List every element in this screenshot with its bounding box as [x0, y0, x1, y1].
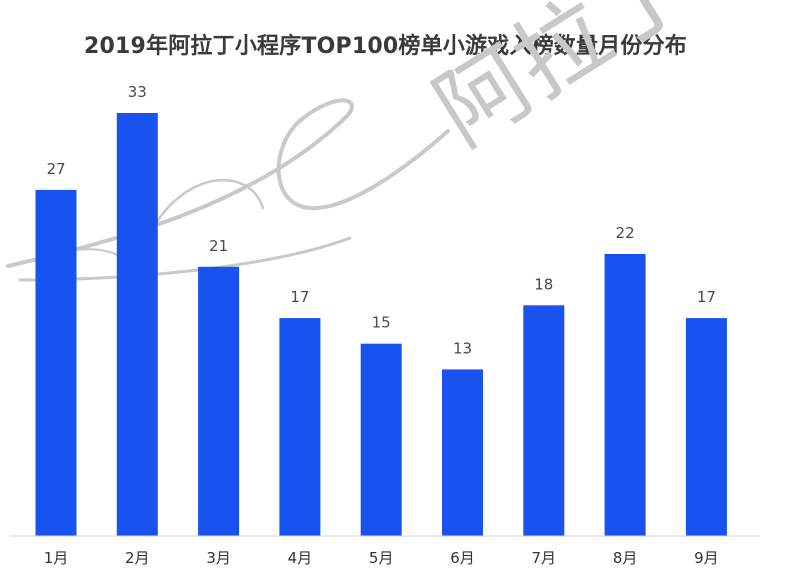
value-label-5: 15 [372, 314, 391, 332]
x-tick-label-8: 8月 [613, 549, 638, 567]
value-label-1: 27 [46, 160, 65, 178]
bars-layer: 27 1月 33 2月 21 3月 17 4月 15 5月 13 6月 18 7月 22 8月 17 9月 [35, 83, 727, 567]
watermark: 阿拉丁 [6, 0, 708, 282]
bar-9 [685, 318, 727, 536]
bar-6 [442, 369, 483, 536]
bar-8 [604, 254, 646, 536]
x-tick-label-2: 2月 [125, 549, 150, 567]
x-tick-label-4: 4月 [288, 549, 313, 567]
value-label-6: 13 [453, 339, 472, 357]
bar-4 [279, 318, 321, 536]
x-tick-label-1: 1月 [44, 549, 69, 567]
value-label-4: 17 [290, 288, 309, 306]
chart-title: 2019年阿拉丁小程序TOP100榜单小游戏入榜数量月份分布 [84, 34, 687, 59]
value-label-3: 21 [209, 237, 228, 255]
value-label-2: 33 [128, 83, 147, 101]
bar-5 [360, 343, 402, 536]
x-tick-label-3: 3月 [206, 549, 231, 567]
value-label-8: 22 [616, 224, 635, 242]
x-tick-label-6: 6月 [450, 549, 475, 567]
x-tick-label-9: 9月 [694, 549, 719, 567]
bar-1 [35, 189, 77, 536]
bar-7 [523, 305, 565, 536]
watermark-text: 阿拉丁 [417, 0, 708, 167]
bar-3 [198, 266, 240, 536]
bar-2 [116, 113, 158, 536]
value-label-7: 18 [534, 275, 553, 293]
x-tick-label-7: 7月 [532, 549, 557, 567]
x-tick-label-5: 5月 [369, 549, 394, 567]
value-label-9: 17 [697, 288, 716, 306]
